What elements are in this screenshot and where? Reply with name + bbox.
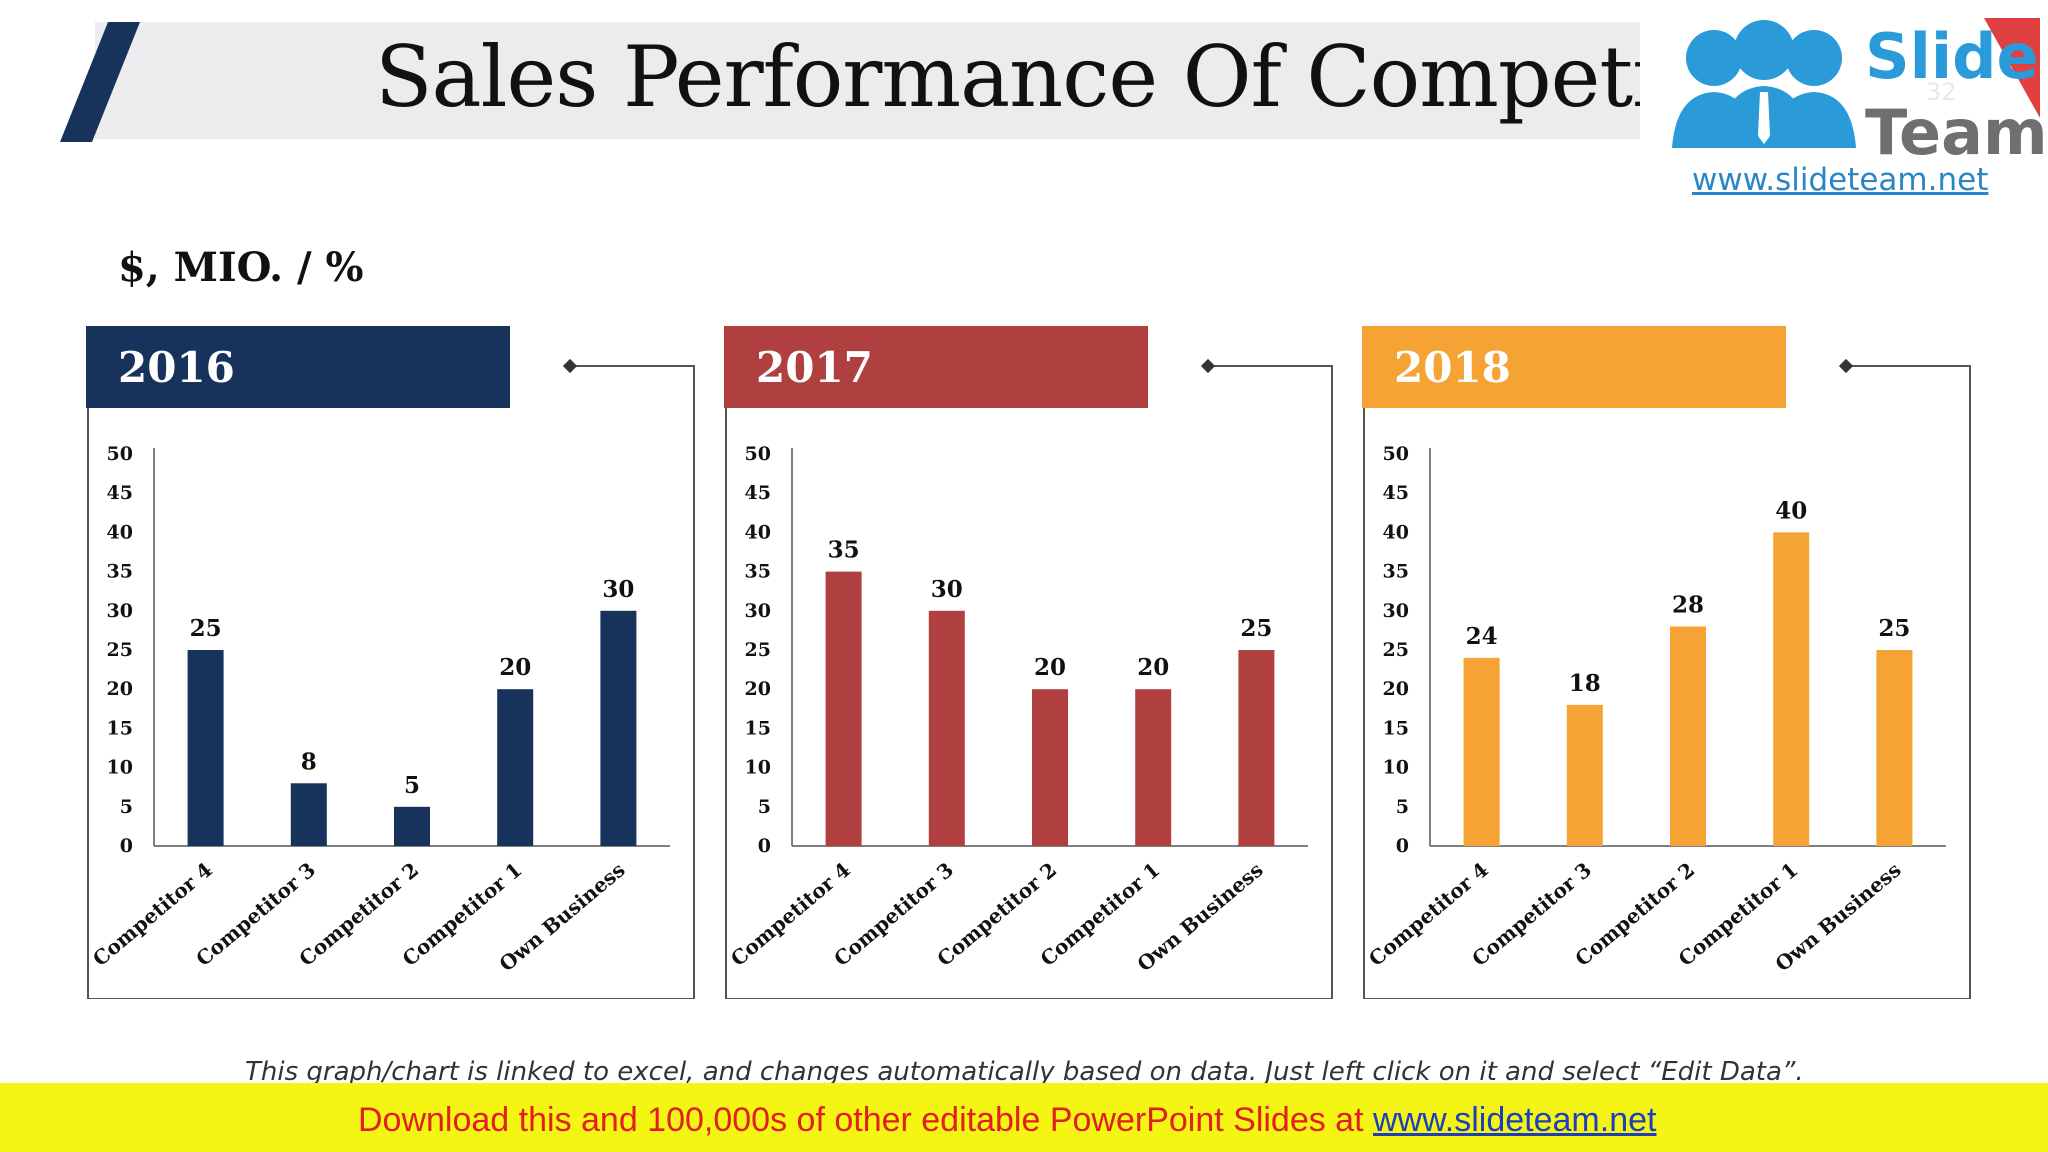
data-label: 25 [190, 615, 222, 642]
y-tick-label: 25 [107, 639, 133, 661]
y-tick-label: 30 [745, 600, 771, 622]
page-title: Sales Performance Of Competitors [375, 28, 1823, 126]
bar[interactable] [290, 783, 327, 846]
logo-corner-decoration [1984, 18, 2040, 118]
bar[interactable] [1238, 650, 1275, 846]
bar[interactable] [1463, 657, 1500, 846]
slide-number: 32 [1926, 78, 1957, 106]
year-label: 2016 [118, 343, 235, 392]
y-tick-label: 50 [1383, 443, 1409, 465]
y-tick-label: 30 [107, 600, 133, 622]
y-tick-label: 40 [745, 521, 771, 543]
people-icon [1672, 20, 1856, 148]
bar[interactable] [1876, 650, 1913, 846]
year-header [724, 326, 1148, 408]
y-tick-label: 15 [1383, 717, 1409, 739]
data-label: 40 [1775, 497, 1807, 524]
data-label: 30 [602, 576, 634, 603]
bar[interactable] [1566, 704, 1603, 846]
bar[interactable] [497, 689, 534, 846]
y-tick-label: 35 [107, 561, 133, 583]
data-label: 20 [1034, 654, 1066, 681]
chart-panel-2017[interactable]: 2017 0 5 10 15 20 25 30 35 40 45 50 35 Competitor 4 30… [724, 326, 1404, 999]
logo-url-link[interactable]: www.slideteam.net [1692, 162, 1989, 198]
year-header [1362, 326, 1786, 408]
y-tick-label: 5 [758, 796, 771, 818]
data-label: 5 [404, 772, 420, 799]
data-label: 35 [828, 537, 860, 564]
y-tick-label: 15 [107, 717, 133, 739]
bar[interactable] [187, 650, 224, 846]
y-tick-label: 0 [120, 835, 133, 857]
y-tick-label: 20 [1383, 678, 1409, 700]
data-label: 20 [499, 654, 531, 681]
bar[interactable] [928, 610, 965, 846]
y-tick-label: 45 [745, 482, 771, 504]
unit-label: $, MIO. / % [118, 244, 364, 291]
data-label: 18 [1569, 670, 1601, 697]
logo-word-slide: Slide [1865, 20, 2039, 93]
y-tick-label: 5 [1396, 796, 1409, 818]
y-tick-label: 45 [107, 482, 133, 504]
slideteam-logo[interactable] [1640, 18, 2040, 200]
data-label: 25 [1240, 615, 1272, 642]
y-tick-label: 20 [745, 678, 771, 700]
banner-text: Download this and 100,000s of other edit… [358, 1101, 1656, 1140]
y-tick-label: 45 [1383, 482, 1409, 504]
bar[interactable] [825, 571, 862, 846]
data-label: 24 [1466, 623, 1498, 650]
bar[interactable] [394, 806, 430, 846]
chart-frame [725, 365, 1333, 999]
y-tick-label: 5 [120, 796, 133, 818]
year-header [86, 326, 510, 408]
bar[interactable] [1670, 626, 1706, 846]
data-label: 28 [1672, 591, 1704, 618]
year-label: 2018 [1394, 343, 1511, 392]
chart-panel-2018[interactable]: 2018 0 5 10 15 20 25 30 35 40 45 50 24 Competitor 4 18… [1362, 326, 2042, 999]
chart-note: This graph/chart is linked to excel, and… [245, 1057, 1804, 1087]
chart-frame [1363, 365, 1971, 999]
bar[interactable] [1135, 689, 1172, 846]
y-tick-label: 0 [758, 835, 771, 857]
title-band [95, 22, 1660, 139]
y-tick-label: 35 [1383, 561, 1409, 583]
y-tick-label: 20 [107, 678, 133, 700]
bar[interactable] [600, 610, 637, 846]
logo-word-team: Team [1865, 96, 2048, 169]
y-tick-label: 40 [107, 521, 133, 543]
y-tick-label: 0 [1396, 835, 1409, 857]
data-label: 25 [1878, 615, 1910, 642]
y-tick-label: 40 [1383, 521, 1409, 543]
download-banner [0, 1083, 2048, 1152]
bar[interactable] [1032, 689, 1068, 846]
y-tick-label: 10 [107, 757, 133, 779]
title-slash-decoration [60, 22, 140, 142]
bar[interactable] [1773, 532, 1810, 846]
data-label: 8 [301, 748, 317, 775]
y-tick-label: 15 [745, 717, 771, 739]
y-tick-label: 50 [107, 443, 133, 465]
banner-message: Download this and 100,000s of other edit… [358, 1101, 1373, 1139]
y-tick-label: 25 [1383, 639, 1409, 661]
y-tick-label: 30 [1383, 600, 1409, 622]
banner-link[interactable]: www.slideteam.net [1373, 1101, 1657, 1139]
connector-diamond [1200, 358, 1216, 374]
connector-diamond [1838, 358, 1854, 374]
data-label: 30 [931, 576, 963, 603]
y-tick-label: 50 [745, 443, 771, 465]
y-tick-label: 35 [745, 561, 771, 583]
chart-frame [87, 365, 695, 999]
y-tick-label: 10 [1383, 757, 1409, 779]
data-label: 20 [1137, 654, 1169, 681]
y-tick-label: 25 [745, 639, 771, 661]
connector-diamond [562, 358, 578, 374]
year-label: 2017 [756, 343, 873, 392]
y-tick-label: 10 [745, 757, 771, 779]
